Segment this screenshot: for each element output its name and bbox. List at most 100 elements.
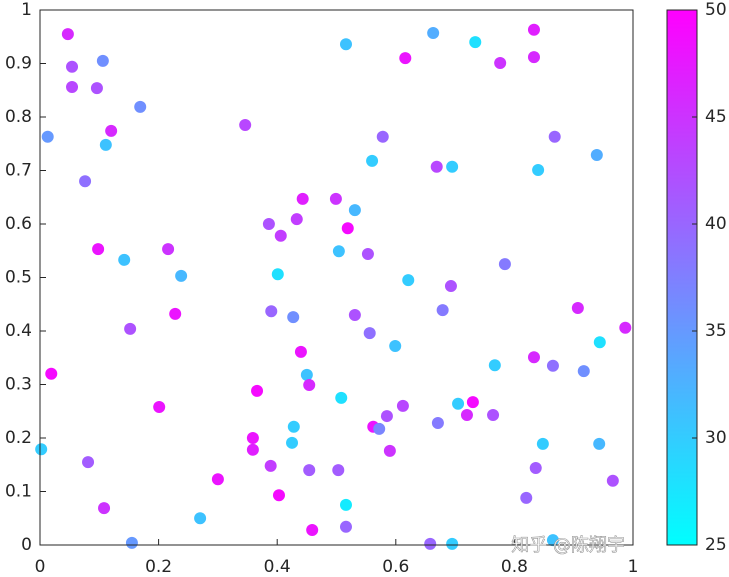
point bbox=[251, 384, 264, 397]
point bbox=[162, 243, 175, 256]
point bbox=[153, 400, 166, 413]
point bbox=[335, 391, 348, 404]
point bbox=[593, 336, 606, 349]
y-tick-label: 0.9 bbox=[5, 54, 32, 74]
point bbox=[339, 520, 352, 533]
x-tick-label: 0.2 bbox=[145, 557, 172, 577]
point bbox=[527, 51, 540, 64]
point bbox=[389, 339, 402, 352]
point bbox=[571, 301, 584, 314]
point bbox=[92, 243, 105, 256]
point bbox=[424, 537, 437, 550]
colorbar-tick-label: 35 bbox=[705, 321, 727, 341]
watermark: 知乎 @陈翔宇 bbox=[511, 535, 625, 556]
point bbox=[380, 410, 393, 423]
point bbox=[98, 502, 111, 515]
x-tick-label: 0 bbox=[35, 557, 46, 577]
point bbox=[339, 498, 352, 511]
point bbox=[246, 443, 259, 456]
point bbox=[169, 307, 182, 320]
x-tick-label: 1 bbox=[628, 557, 639, 577]
point bbox=[287, 420, 300, 433]
point bbox=[494, 56, 507, 69]
y-tick-label: 0.1 bbox=[5, 482, 32, 502]
point bbox=[262, 218, 275, 230]
point bbox=[294, 345, 307, 358]
point bbox=[271, 268, 284, 281]
point bbox=[446, 537, 459, 550]
point bbox=[606, 474, 619, 487]
point bbox=[134, 100, 147, 113]
point bbox=[124, 322, 137, 335]
y-tick-label: 0.5 bbox=[5, 268, 32, 288]
point bbox=[96, 54, 109, 67]
point bbox=[303, 379, 316, 392]
point bbox=[66, 60, 79, 73]
point bbox=[118, 253, 131, 266]
point bbox=[303, 464, 316, 477]
point bbox=[175, 269, 188, 282]
point bbox=[341, 222, 354, 235]
point bbox=[548, 130, 561, 143]
y-tick-label: 1 bbox=[21, 0, 32, 20]
point bbox=[383, 444, 396, 457]
point bbox=[487, 408, 500, 421]
x-tick-label: 0.4 bbox=[264, 557, 291, 577]
x-tick-label: 0.8 bbox=[501, 557, 528, 577]
y-tick-label: 0.2 bbox=[5, 428, 32, 448]
point bbox=[469, 36, 482, 49]
point bbox=[498, 258, 511, 271]
point bbox=[35, 443, 48, 456]
colorbar-tick-label: 50 bbox=[705, 0, 727, 20]
point bbox=[546, 359, 559, 372]
colorbar-tick-label: 25 bbox=[705, 535, 727, 555]
point bbox=[619, 321, 632, 334]
point bbox=[211, 473, 224, 486]
point bbox=[286, 436, 299, 449]
point bbox=[239, 119, 252, 132]
point bbox=[125, 536, 138, 549]
point bbox=[332, 245, 345, 258]
point bbox=[427, 27, 440, 40]
point bbox=[460, 408, 473, 421]
point bbox=[45, 367, 58, 380]
colorbar-tick-label: 30 bbox=[705, 428, 727, 448]
point bbox=[246, 432, 259, 444]
axes-background bbox=[40, 10, 633, 545]
point bbox=[90, 82, 103, 95]
point bbox=[452, 397, 465, 410]
y-tick-label: 0.6 bbox=[5, 214, 32, 234]
point bbox=[373, 422, 386, 435]
point bbox=[431, 417, 444, 430]
point bbox=[590, 148, 603, 161]
point bbox=[430, 160, 443, 173]
x-tick-label: 0.6 bbox=[382, 557, 409, 577]
y-tick-label: 0.3 bbox=[5, 375, 32, 395]
point bbox=[529, 461, 542, 474]
point bbox=[536, 437, 549, 450]
point bbox=[546, 534, 559, 547]
point bbox=[306, 524, 319, 537]
point bbox=[376, 130, 389, 143]
point bbox=[577, 365, 590, 378]
point bbox=[82, 456, 95, 469]
point bbox=[488, 359, 501, 372]
point bbox=[366, 154, 379, 167]
y-tick-label: 0.8 bbox=[5, 107, 32, 127]
point bbox=[290, 213, 303, 226]
point bbox=[264, 459, 277, 472]
point bbox=[194, 512, 207, 525]
colorbar bbox=[666, 9, 698, 546]
point bbox=[339, 38, 352, 51]
point bbox=[593, 437, 606, 450]
point bbox=[274, 229, 287, 242]
point bbox=[287, 311, 300, 324]
colorbar-tick-label: 45 bbox=[705, 107, 727, 127]
point bbox=[348, 308, 361, 321]
point bbox=[520, 491, 533, 504]
point bbox=[527, 23, 540, 36]
point bbox=[296, 192, 309, 205]
point bbox=[402, 274, 415, 287]
y-tick-label: 0.4 bbox=[5, 321, 32, 341]
point bbox=[527, 351, 540, 364]
